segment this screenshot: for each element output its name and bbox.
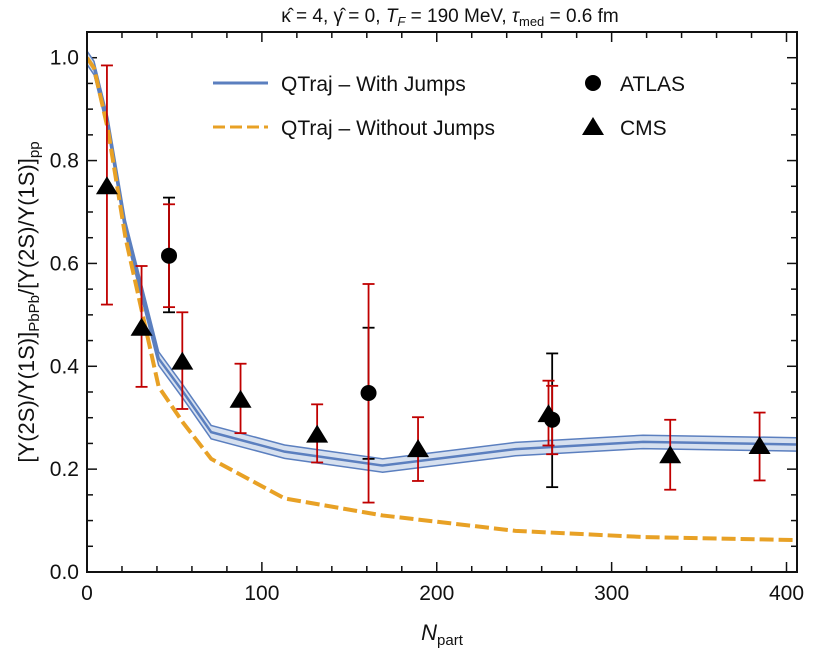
y-tick-label: 0.0 xyxy=(50,561,79,584)
y-tick-label: 1.0 xyxy=(50,47,79,70)
without-jumps-line xyxy=(87,56,797,543)
axis-ticks: 0 100 200 300 400 0.0 0.2 0.4 0.6 0.8 1.0 xyxy=(50,31,804,605)
chart-title: κ̂ = 4, γ̂ = 0, TF = 190 MeV, τmed = 0.6… xyxy=(281,6,619,29)
legend: QTraj – With Jumps QTraj – Without Jumps A… xyxy=(213,73,685,140)
legend-label: QTraj – Without Jumps xyxy=(281,117,495,140)
x-tick-label: 300 xyxy=(594,582,629,605)
plot-area xyxy=(87,50,797,543)
cms-point xyxy=(95,176,118,195)
legend-label: CMS xyxy=(620,117,667,140)
series-group xyxy=(87,50,797,543)
atlas-point xyxy=(360,385,377,402)
cms-point xyxy=(130,317,153,336)
cms-point xyxy=(659,445,682,464)
y-tick-label: 0.6 xyxy=(50,252,79,275)
legend-cms-marker xyxy=(582,117,604,135)
atlas-point xyxy=(161,247,178,264)
cms-point xyxy=(306,424,329,443)
plot-frame xyxy=(86,31,798,573)
cms-point xyxy=(748,436,771,454)
y-tick-label: 0.8 xyxy=(50,150,79,173)
x-tick-label: 200 xyxy=(419,582,454,605)
with-jumps-band-upper xyxy=(87,50,797,460)
y-tick-label: 0.2 xyxy=(50,458,79,481)
legend-atlas-marker xyxy=(585,75,601,91)
legend-label: QTraj – With Jumps xyxy=(281,73,466,96)
x-tick-label: 100 xyxy=(244,582,279,605)
cms-point xyxy=(407,439,430,458)
legend-label: ATLAS xyxy=(620,73,685,96)
y-tick-label: 0.4 xyxy=(50,355,80,378)
y-axis-label: [Υ(2S)/Υ(1S)]PbPb/[Υ(2S)/Υ(1S)]pp xyxy=(14,141,43,462)
cms-point xyxy=(171,351,194,370)
x-tick-label: 0 xyxy=(81,582,93,605)
atlas-point xyxy=(544,411,561,428)
x-axis-label: Npart xyxy=(421,620,464,649)
cms-point xyxy=(229,389,252,408)
with-jumps-band xyxy=(87,51,797,473)
x-tick-label: 400 xyxy=(769,582,804,605)
